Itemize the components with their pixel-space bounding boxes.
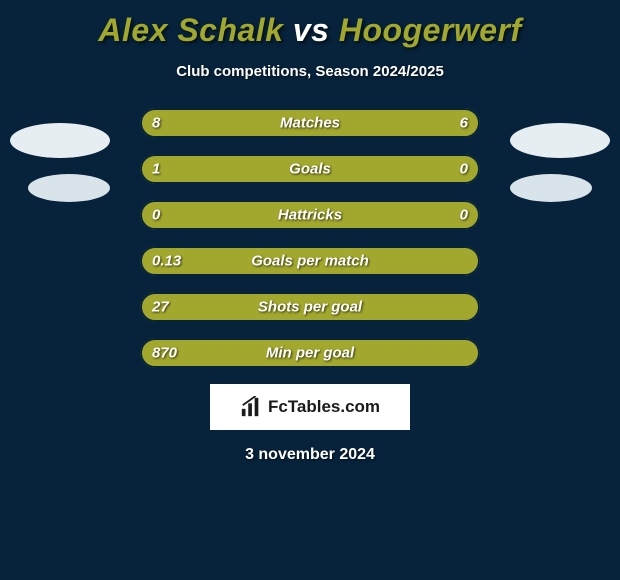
bar-right [334,108,480,138]
title-player2: Hoogerwerf [339,12,522,48]
stat-row: Goals per match0.13 [140,246,480,276]
stat-value-right: 0 [460,161,468,178]
stat-value-left: 1 [152,161,160,178]
bar-container [140,108,480,138]
stat-row: Shots per goal27 [140,292,480,322]
fctables-badge: FcTables.com [210,384,410,430]
title-player1: Alex Schalk [98,12,283,48]
player1-avatar-shadow [28,174,110,202]
fctables-logo-text: FcTables.com [268,397,380,417]
player1-avatar [10,123,110,158]
stat-value-left: 0.13 [152,253,181,270]
bar-container [140,338,480,368]
bar-left [140,154,405,184]
bar-full [140,200,480,230]
stat-row: Min per goal870 [140,338,480,368]
stat-value-left: 27 [152,299,169,316]
subtitle: Club competitions, Season 2024/2025 [0,63,620,80]
bar-container [140,200,480,230]
title-vs: vs [293,12,330,48]
stat-value-right: 6 [460,115,468,132]
bar-full [140,246,480,276]
stat-row: Matches86 [140,108,480,138]
bar-container [140,292,480,322]
bar-container [140,246,480,276]
bar-right [405,154,480,184]
stat-row: Goals10 [140,154,480,184]
stat-value-left: 870 [152,345,177,362]
stat-value-right: 0 [460,207,468,224]
stat-value-left: 0 [152,207,160,224]
fctables-logo-icon [240,396,262,418]
bar-full [140,338,480,368]
stat-row: Hattricks00 [140,200,480,230]
stat-value-left: 8 [152,115,160,132]
bar-full [140,292,480,322]
player2-avatar-shadow [510,174,592,202]
date-text: 3 november 2024 [0,446,620,464]
comparison-chart: Matches86Goals10Hattricks00Goals per mat… [0,108,620,368]
bar-container [140,154,480,184]
page-title: Alex Schalk vs Hoogerwerf [0,0,620,49]
player2-avatar [510,123,610,158]
bar-left [140,108,334,138]
